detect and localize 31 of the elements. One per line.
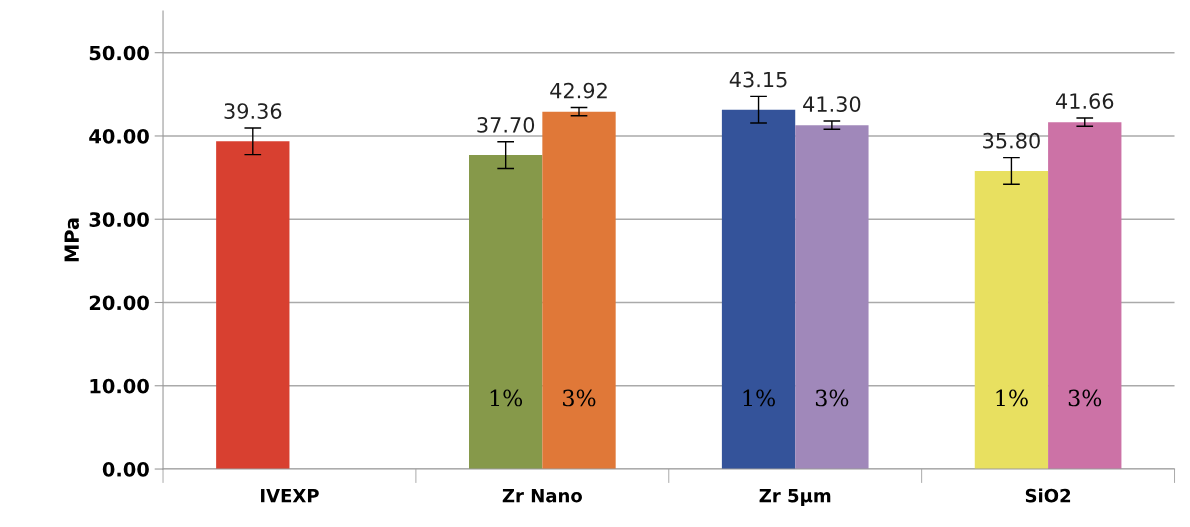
data-label: 43.15 — [729, 71, 787, 88]
x-tick-label: Zr 5µm — [759, 489, 831, 506]
y-tick-label: 50.00 — [89, 45, 149, 61]
data-label: 42.92 — [550, 82, 607, 99]
data-label: 39.36 — [224, 103, 282, 119]
text: 3% — [563, 389, 596, 407]
bar — [721, 109, 796, 470]
y-tick-label: 0.00 — [102, 461, 149, 477]
y-tick-label: 20.00 — [89, 295, 149, 311]
bar — [542, 111, 616, 470]
x-tick-label: IVEXP — [261, 489, 319, 503]
bar — [1048, 122, 1122, 470]
x-tick-label: Zr Nano — [502, 489, 582, 503]
data-label: 41.66 — [1055, 93, 1114, 109]
bar — [795, 125, 869, 470]
data-label: 35.80 — [983, 132, 1040, 149]
bar — [216, 141, 290, 470]
series-label: 3% — [815, 389, 849, 407]
y-tick-label: 40.00 — [89, 128, 149, 144]
y-axis-title: MPa — [64, 218, 80, 262]
series-label: 1% — [490, 389, 523, 407]
y-tick-label: 10.00 — [90, 378, 149, 394]
bar — [974, 170, 1049, 470]
y-tick-label: 30.00 — [89, 212, 149, 227]
data-label: 41.30 — [803, 96, 861, 112]
text: 1% — [743, 389, 775, 407]
text: 1% — [996, 389, 1028, 407]
text: 3% — [1068, 389, 1102, 407]
bar — [469, 155, 543, 470]
x-tick-label: SiO2 — [1025, 488, 1071, 503]
data-label: 37.70 — [477, 117, 535, 133]
